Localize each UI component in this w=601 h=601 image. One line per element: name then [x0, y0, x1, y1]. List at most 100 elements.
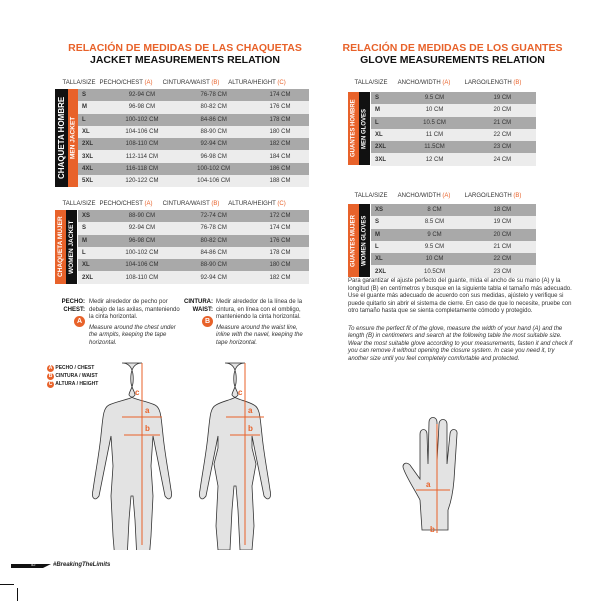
table-cell: 22 CM [493, 132, 512, 139]
column-header-mark: (B) [211, 201, 220, 207]
table-cell: 100-102 CM [125, 116, 159, 123]
column-header-mark: (A) [144, 201, 153, 207]
jacket-title-es: RELACIÓN DE MEDIDAS DE LAS CHAQUETAS [68, 42, 302, 54]
table-cell: 9 CM [427, 231, 442, 238]
table-cell: 20 CM [493, 107, 512, 114]
column-header-text: LARGO/LENGTH [464, 193, 512, 199]
chest-label: PECHO: CHEST: A [55, 299, 85, 327]
table-cell: 4XL [82, 165, 94, 172]
glove-women-header: TALLA/SIZE ANCHO/WIDTH (A) LARGO/LENGTH (… [352, 193, 552, 199]
jacket-men-side-label: CHAQUETA HOMBRE MEN JACKET [55, 89, 78, 187]
table-cell: 10.5 CM [423, 119, 446, 126]
table-cell: 84-86 CM [200, 250, 227, 257]
waist-text-en: Measure around the waist line, inline wi… [216, 324, 303, 346]
legend-item: B CINTURA / WAIST [47, 372, 98, 380]
table-row: L 9.5 CM 21 CM [371, 240, 536, 254]
table-cell: 19 CM [493, 95, 512, 102]
table-cell: L [82, 250, 86, 257]
measurement-legend: A PECHO / CHEST B CINTURA / WAIST C ALTURA… [47, 364, 98, 388]
table-cell: 88-90 CM [200, 262, 227, 269]
table-cell: S [375, 219, 380, 226]
column-header: LARGO/LENGTH (B) [458, 80, 528, 86]
table-cell: 12 CM [425, 156, 444, 163]
table-cell: 2XL [375, 144, 387, 151]
table-cell: 5XL [82, 178, 94, 185]
table-cell: 188 CM [269, 178, 291, 185]
column-header-mark: (B) [513, 80, 522, 86]
table-cell: 182 CM [269, 274, 291, 281]
table-cell: 182 CM [269, 141, 291, 148]
column-header-text: ANCHO/WIDTH [397, 80, 441, 86]
column-header-text: TALLA/SIZE [62, 201, 96, 207]
table-row: 5XL 120-122 CM 104-106 CM 188 CM [78, 175, 309, 188]
badge-a: A [74, 316, 85, 327]
table-cell: 104-106 CM [125, 262, 159, 269]
table-cell: 178 CM [269, 250, 291, 257]
crop-mark [17, 588, 18, 601]
table-cell: 9.5 CM [424, 244, 445, 251]
table-cell: 22 CM [493, 256, 512, 263]
chest-text-en: Measure around the chest under the armpi… [89, 324, 176, 346]
column-header: TALLA/SIZE [62, 201, 96, 207]
waist-label-es: CINTURA: [184, 299, 213, 305]
jacket-title-en: JACKET MEASUREMENTS RELATION [90, 54, 280, 66]
column-header-text: CINTURA/WAIST [162, 201, 210, 207]
table-cell: 8.5 CM [424, 219, 445, 226]
jacket-title: RELACIÓN DE MEDIDAS DE LAS CHAQUETAS JAC… [40, 42, 330, 66]
table-cell: 174 CM [269, 225, 291, 232]
table-cell: M [82, 237, 87, 244]
table-cell: 88-90 CM [128, 213, 156, 220]
page-number: 52 [31, 562, 36, 567]
table-cell: 100-102 CM [197, 165, 231, 172]
column-header-mark: (C) [277, 80, 286, 86]
table-cell: XS [82, 213, 91, 220]
table-cell: 120-122 CM [125, 178, 159, 185]
glove-title-es: RELACIÓN DE MEDIDAS DE LOS GUANTES [342, 42, 563, 54]
legend-label: ALTURA / HEIGHT [55, 381, 99, 387]
table-row: XS 88-90 CM 72-74 CM 172 CM [78, 210, 309, 223]
table-row: S 92-94 CM 76-78 CM 174 CM [78, 89, 309, 102]
table-cell: 21 CM [493, 119, 512, 126]
glove-text-en: To ensure the perfect fit of the glove, … [348, 325, 573, 362]
table-row: M 10 CM 20 CM [371, 104, 536, 117]
men-jacket-label-es: CHAQUETA HOMBRE [55, 89, 68, 187]
women-jacket-label-es: CHAQUETA MUJER [55, 210, 66, 284]
table-row: 3XL 12 CM 24 CM [371, 153, 536, 166]
mark-a-hand: a [426, 480, 431, 489]
column-header: TALLA/SIZE [62, 80, 96, 86]
table-cell: 96-98 CM [128, 237, 156, 244]
column-header: ANCHO/WIDTH (A) [390, 193, 458, 199]
glove-men-side-label: GUANTES HOMBRE MEN GLOVES [348, 92, 370, 165]
chest-label-es: PECHO: [61, 299, 85, 305]
table-cell: 11 CM [425, 132, 444, 139]
glove-men-header: TALLA/SIZE ANCHO/WIDTH (A) LARGO/LENGTH (… [352, 80, 552, 86]
table-cell: S [375, 95, 380, 102]
column-header: ALTURA/HEIGHT (C) [226, 201, 288, 207]
table-cell: 184 CM [269, 153, 291, 160]
table-cell: 11.5CM [424, 144, 445, 151]
table-cell: XL [375, 132, 383, 139]
column-header-mark: (B) [513, 193, 522, 199]
table-cell: 24 CM [493, 156, 512, 163]
table-cell: L [375, 244, 379, 251]
column-header: CINTURA/WAIST (B) [156, 201, 226, 207]
table-row: L 100-102 CM 84-86 CM 178 CM [78, 113, 309, 126]
table-cell: 96-98 CM [200, 153, 227, 160]
column-header: LARGO/LENGTH (B) [458, 193, 528, 199]
men-jacket-label-en: MEN JACKET [68, 89, 78, 187]
table-cell: 10 CM [425, 107, 444, 114]
column-header-text: ALTURA/HEIGHT [228, 80, 276, 86]
table-cell: 72-74 CM [200, 213, 227, 220]
legend-label: CINTURA / WAIST [55, 373, 98, 379]
table-cell: 100-102 CM [125, 250, 159, 257]
table-cell: 2XL [82, 274, 94, 281]
footer-stripe [11, 564, 51, 568]
table-cell: 3XL [82, 153, 94, 160]
table-cell: 104-106 CM [197, 178, 231, 185]
mark-c-female: c [238, 388, 243, 397]
table-cell: L [82, 116, 86, 123]
legend-badge: C [47, 381, 54, 388]
table-cell: 2XL [82, 141, 94, 148]
table-row: M 9 CM 20 CM [371, 228, 536, 241]
mark-b: b [145, 424, 150, 433]
